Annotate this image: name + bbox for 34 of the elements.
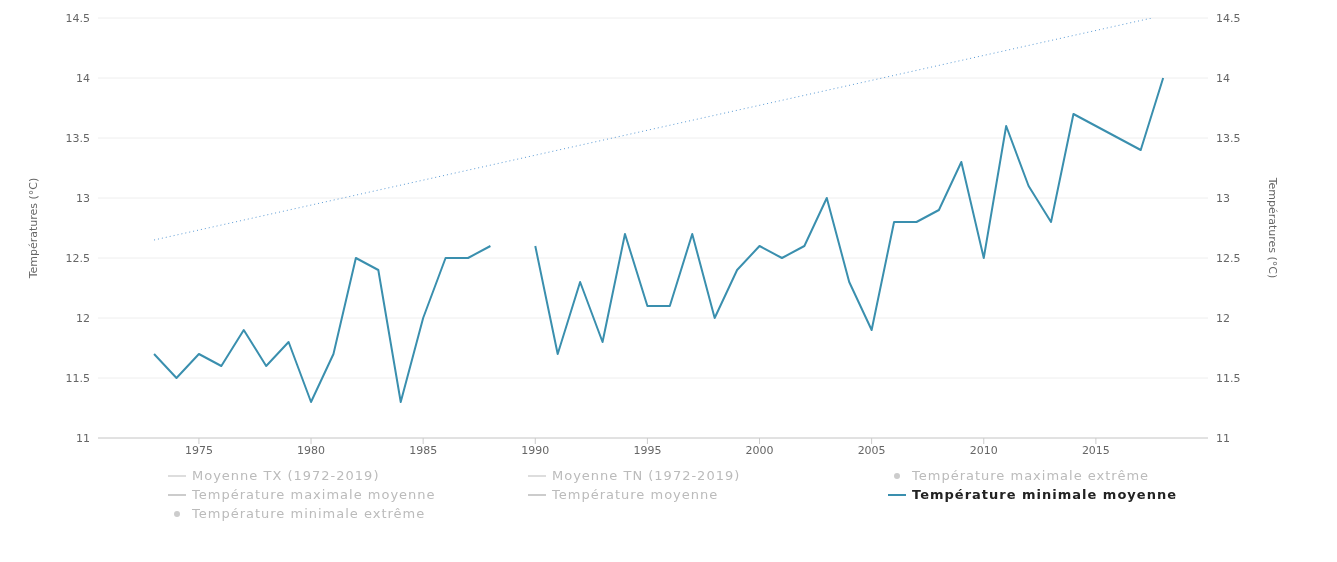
x-tick-label: 1980 — [297, 443, 326, 457]
y-axis-title: Températures (°C) — [26, 177, 40, 280]
y-tick-label: 11.5 — [65, 371, 90, 385]
x-tick-label: 1990 — [521, 443, 550, 457]
legend-label: Moyenne TN (1972-2019) — [552, 468, 741, 483]
y2-tick-label: 14 — [1216, 71, 1230, 85]
x-tick-label: 1985 — [409, 443, 438, 457]
x-tick-label: 2015 — [1081, 443, 1110, 457]
y-tick-label: 13.5 — [65, 131, 90, 145]
y-tick-label: 13 — [76, 191, 90, 205]
y2-tick-label: 13 — [1216, 191, 1230, 205]
x-tick-label: 2000 — [745, 443, 774, 457]
y-tick-label: 14.5 — [65, 11, 90, 25]
x-tick-label: 1975 — [184, 443, 213, 457]
legend-label: Température minimale moyenne — [912, 487, 1177, 502]
legend-label: Température moyenne — [552, 487, 719, 502]
legend-label: Température maximale extrême — [912, 468, 1150, 483]
y-tick-label: 12 — [76, 311, 90, 325]
y2-tick-label: 11 — [1216, 431, 1230, 445]
x-tick-label: 2005 — [857, 443, 886, 457]
y-tick-label: 11 — [76, 431, 90, 445]
x-tick-label: 2010 — [969, 443, 998, 457]
legend-label: Température maximale moyenne — [192, 487, 436, 502]
y2-tick-label: 12.5 — [1216, 251, 1241, 265]
y2-tick-label: 13.5 — [1216, 131, 1241, 145]
y2-tick-label: 11.5 — [1216, 371, 1241, 385]
y-tick-label: 12.5 — [65, 251, 90, 265]
legend-label: Température minimale extrême — [192, 506, 426, 521]
y2-axis-title: Températures (°C) — [1266, 176, 1280, 279]
x-tick-label: 1995 — [633, 443, 662, 457]
y2-tick-label: 12 — [1216, 311, 1230, 325]
y-tick-label: 14 — [76, 71, 90, 85]
y2-tick-label: 14.5 — [1216, 11, 1241, 25]
legend-label: Moyenne TX (1972-2019) — [192, 468, 380, 483]
